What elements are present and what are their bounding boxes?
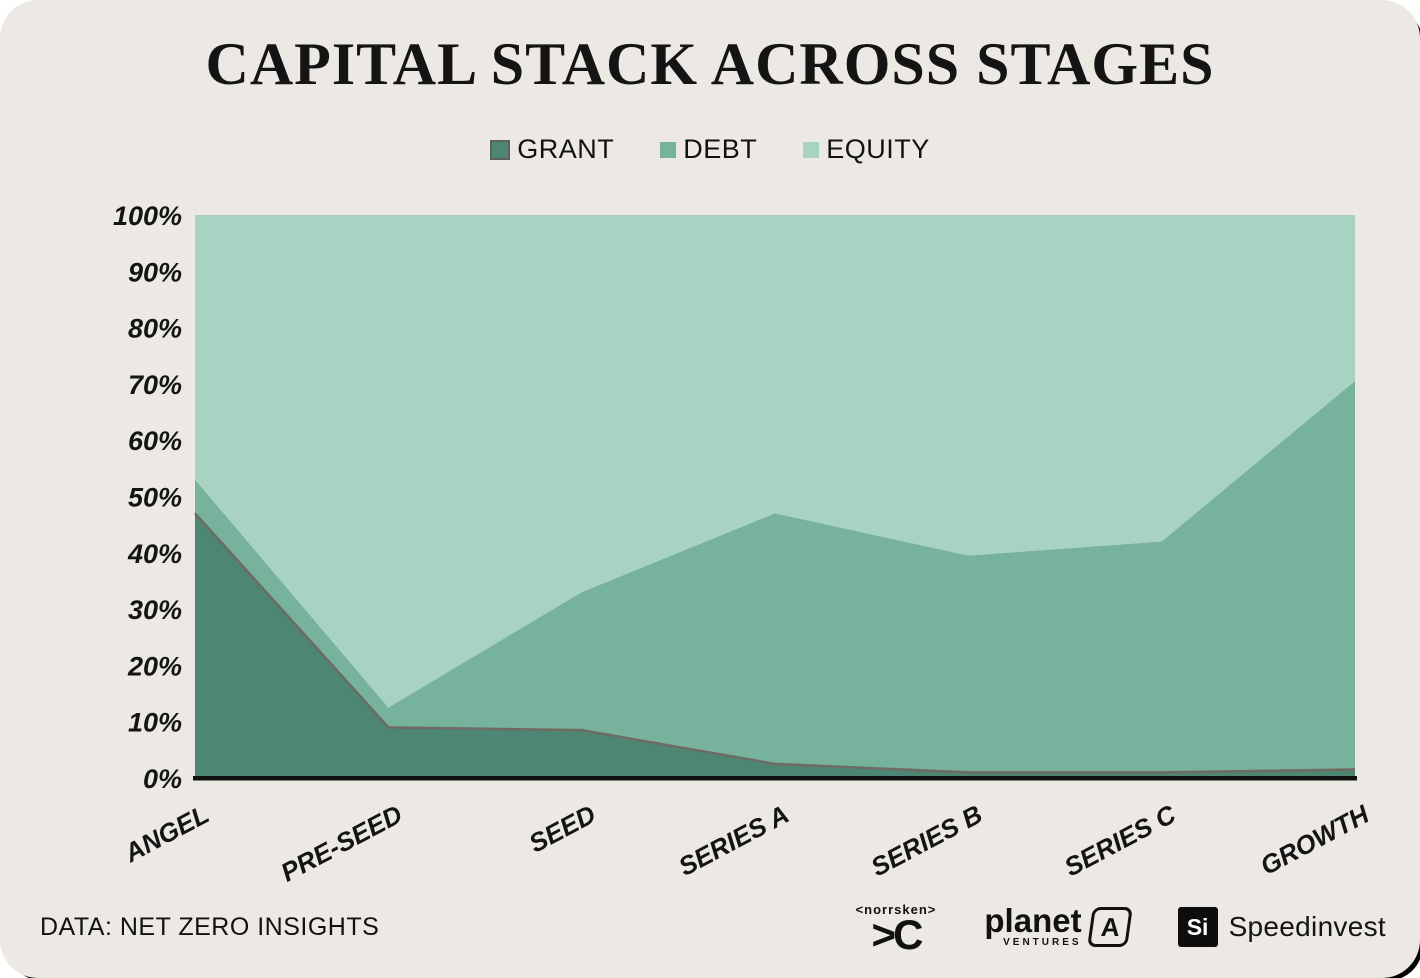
legend-item-grant: GRANT <box>490 134 614 165</box>
debt-swatch <box>660 141 677 158</box>
planet-a-ventures-logo: planet VENTURES A <box>984 901 1133 949</box>
area-equity <box>195 215 1355 708</box>
legend-item-equity: EQUITY <box>803 134 930 165</box>
norrsken-logo: <norrsken> >C <box>855 901 937 958</box>
y-tick-label: 90% <box>128 257 182 287</box>
y-tick-label: 20% <box>127 651 182 681</box>
y-tick-label: 60% <box>128 426 182 456</box>
planet-a-ventures-sub: VENTURES <box>1003 937 1082 949</box>
speedinvest-logo: Si Speedinvest <box>1177 907 1386 947</box>
y-tick-label: 0% <box>143 764 182 794</box>
equity-swatch <box>803 141 820 158</box>
x-category-label: ANGEL <box>119 799 214 869</box>
speedinvest-wordmark: Speedinvest <box>1228 911 1386 942</box>
debt-legend-label: DEBT <box>683 134 758 164</box>
y-tick-label: 10% <box>128 708 182 738</box>
x-category-label: SERIES A <box>673 799 793 882</box>
y-tick-label: 40% <box>127 539 182 569</box>
y-tick-label: 100% <box>113 201 182 231</box>
legend-item-debt: DEBT <box>660 134 757 165</box>
y-tick-label: 70% <box>128 370 182 400</box>
y-tick-label: 30% <box>128 595 182 625</box>
x-category-label: PRE-SEED <box>276 799 408 888</box>
grant-legend-label: GRANT <box>517 134 615 164</box>
y-tick-label: 50% <box>128 483 182 513</box>
equity-legend-label: EQUITY <box>826 134 930 164</box>
grant-swatch <box>490 139 511 160</box>
x-axis-line <box>193 776 1357 781</box>
area-debt <box>195 381 1355 773</box>
footer: DATA: NET ZERO INSIGHTS <norrsken> >C pl… <box>40 890 1386 964</box>
norrsken-wordmark: <norrsken> <box>855 901 937 917</box>
x-category-label: SERIES B <box>866 799 987 882</box>
area-grant <box>195 513 1355 778</box>
planet-a-wordmark: planet <box>984 901 1082 939</box>
chart-title: CAPITAL STACK ACROSS STAGES <box>205 31 1215 97</box>
speedinvest-icon: Si <box>1177 907 1218 947</box>
x-category-label: SERIES C <box>1059 798 1181 882</box>
norrsken-icon: >C <box>871 910 924 958</box>
chart-legend: GRANT DEBT EQUITY <box>0 134 1420 165</box>
x-category-label: SEED <box>524 799 601 859</box>
x-category-label: GROWTH <box>1255 798 1375 881</box>
grant-boundary-line <box>194 512 1356 774</box>
y-tick-label: 80% <box>128 314 182 344</box>
planet-a-icon: A <box>1086 907 1133 947</box>
data-source-text: DATA: NET ZERO INSIGHTS <box>40 912 380 941</box>
partner-logos: <norrsken> >C planet VENTURES A Si Speed… <box>855 901 1386 958</box>
